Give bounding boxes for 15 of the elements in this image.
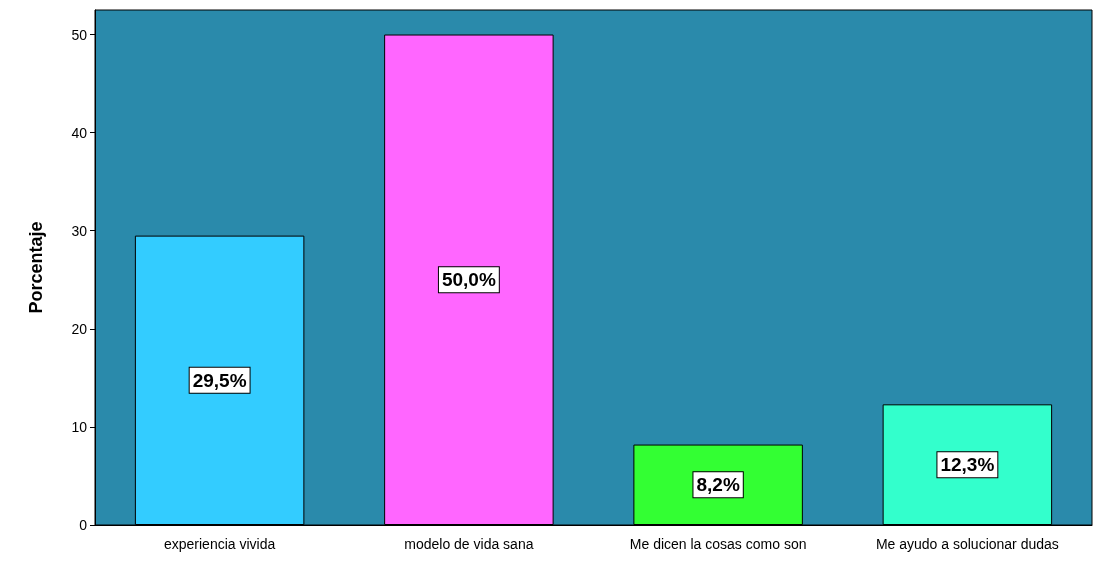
y-tick-label: 0 bbox=[79, 517, 88, 533]
y-tick-label: 10 bbox=[71, 418, 88, 435]
data-label: 12,3% bbox=[940, 454, 995, 476]
y-tick-label: 30 bbox=[71, 222, 88, 239]
data-label: 8,2% bbox=[696, 474, 740, 496]
y-tick-label: 50 bbox=[71, 26, 88, 43]
data-label: 29,5% bbox=[192, 369, 247, 391]
x-tick-label: Me dicen la cosas como son bbox=[629, 536, 807, 552]
x-tick-label: modelo de vida sana bbox=[404, 536, 534, 552]
x-tick-label: Me ayudo a solucionar dudas bbox=[875, 536, 1059, 552]
x-tick-label: experiencia vivida bbox=[163, 536, 276, 552]
y-axis-title: Porcentaje bbox=[26, 221, 46, 314]
data-label: 50,0% bbox=[441, 269, 496, 291]
y-tick-label: 20 bbox=[71, 320, 88, 337]
y-tick-label: 40 bbox=[71, 124, 88, 141]
